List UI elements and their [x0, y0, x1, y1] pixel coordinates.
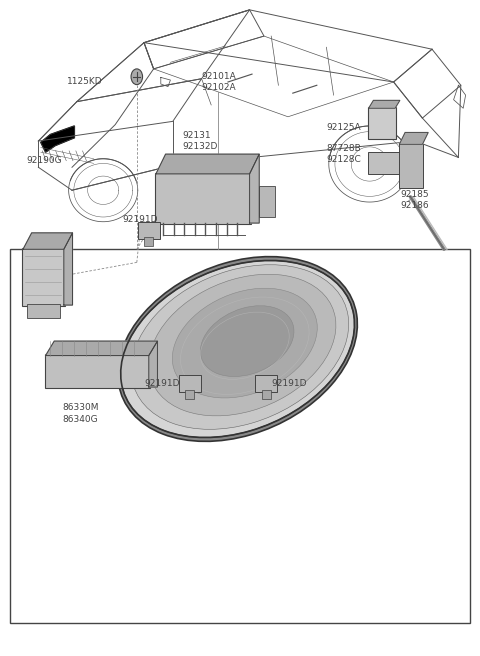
Text: 1125KD: 1125KD — [67, 77, 103, 87]
Circle shape — [131, 69, 143, 85]
Polygon shape — [369, 100, 400, 108]
FancyBboxPatch shape — [262, 390, 271, 399]
FancyBboxPatch shape — [27, 304, 60, 318]
FancyBboxPatch shape — [259, 186, 275, 217]
FancyBboxPatch shape — [399, 144, 423, 188]
Text: 92131
92132D: 92131 92132D — [182, 131, 218, 152]
FancyBboxPatch shape — [45, 354, 150, 388]
Text: 86330M
86340G: 86330M 86340G — [62, 403, 99, 424]
FancyBboxPatch shape — [185, 390, 194, 399]
Polygon shape — [149, 341, 157, 387]
FancyBboxPatch shape — [22, 248, 65, 306]
Polygon shape — [64, 233, 72, 305]
Polygon shape — [41, 126, 74, 152]
FancyBboxPatch shape — [255, 375, 277, 392]
FancyBboxPatch shape — [368, 107, 396, 139]
FancyBboxPatch shape — [179, 375, 201, 392]
Text: 92191D: 92191D — [271, 379, 307, 388]
Ellipse shape — [201, 306, 294, 377]
FancyBboxPatch shape — [155, 173, 251, 224]
FancyBboxPatch shape — [138, 222, 160, 239]
Polygon shape — [250, 154, 259, 223]
Ellipse shape — [172, 288, 317, 398]
FancyBboxPatch shape — [368, 152, 400, 174]
Polygon shape — [399, 133, 428, 144]
Text: 92185
92186: 92185 92186 — [401, 190, 430, 211]
Text: 92191D: 92191D — [144, 379, 180, 388]
Text: 92125A: 92125A — [326, 123, 361, 133]
Ellipse shape — [120, 260, 355, 438]
FancyBboxPatch shape — [144, 237, 153, 246]
Polygon shape — [23, 233, 72, 249]
Text: 87728B
92128C: 87728B 92128C — [326, 144, 361, 165]
Polygon shape — [46, 341, 157, 356]
Ellipse shape — [149, 274, 336, 416]
Ellipse shape — [118, 256, 358, 441]
Text: 92191D: 92191D — [122, 215, 158, 224]
Ellipse shape — [132, 265, 348, 429]
Polygon shape — [156, 154, 259, 174]
FancyBboxPatch shape — [10, 249, 470, 623]
Text: 92101A
92102A: 92101A 92102A — [202, 72, 236, 92]
Text: 92190G: 92190G — [26, 156, 62, 165]
